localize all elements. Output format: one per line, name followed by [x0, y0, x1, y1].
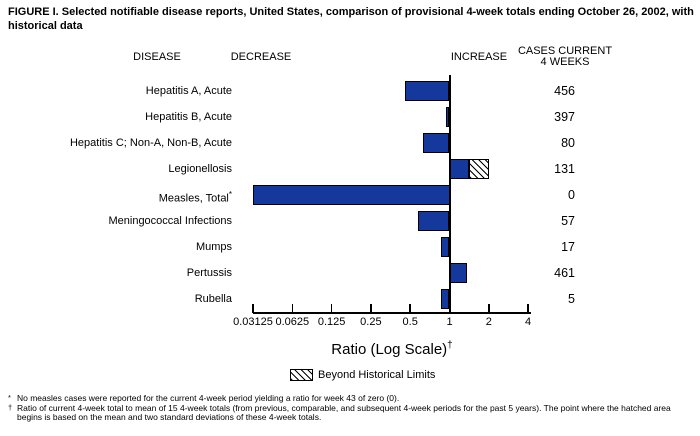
footnote-ratio-definition-text: Ratio of current 4-week total to mean of…: [17, 402, 671, 422]
column-header-decrease: DECREASE: [230, 51, 292, 63]
footnote-measles-text: No measles cases were reported for the c…: [17, 393, 400, 403]
x-axis-tick-mark: [370, 304, 372, 313]
disease-label: Meningococcal Infections: [108, 215, 232, 227]
ratio-bar: [449, 263, 467, 283]
disease-label: Pertussis: [186, 267, 232, 279]
x-axis-tick-mark: [291, 304, 294, 313]
x-axis-tick-label: 0.03125: [233, 316, 273, 328]
footnote-measles: * No measles cases were reported for the…: [8, 393, 698, 404]
beyond-limits-hatched-bar: [468, 159, 489, 179]
disease-label: Mumps: [195, 241, 232, 253]
footnote-asterisk-marker: *: [8, 393, 11, 402]
footnotes: * No measles cases were reported for the…: [8, 393, 698, 423]
x-axis-tick-label: 4: [525, 316, 532, 328]
cases-current-value: 131: [554, 162, 575, 176]
ratio-bar: [423, 133, 450, 153]
x-axis-tick-label: 1: [446, 316, 453, 328]
x-axis-tick-label: 2: [485, 316, 492, 328]
column-header-cases-current: CASES CURRENT 4 WEEKS: [500, 46, 630, 67]
x-axis-tick-mark: [252, 304, 254, 313]
disease-label: Hepatitis A, Acute: [145, 85, 232, 97]
column-header-cases-line2: 4 WEEKS: [540, 55, 590, 68]
ratio-bar: [253, 185, 450, 205]
x-axis-tick-mark: [330, 304, 333, 313]
x-axis-title-text: Ratio (Log Scale): [331, 341, 448, 358]
x-axis-tick-label: 0.5: [402, 316, 418, 328]
disease-label: Hepatitis C; Non-A, Non-B, Acute: [69, 137, 232, 149]
cases-current-value: 57: [561, 214, 575, 228]
cases-current-value: 5: [568, 292, 575, 306]
figure-title: FIGURE I. Selected notifiable disease re…: [8, 6, 694, 32]
disease-label: Hepatitis B, Acute: [145, 111, 232, 123]
ratio-bar: [449, 159, 469, 179]
x-axis-tick-label: 0.25: [360, 316, 382, 328]
column-header-cases-line1: CASES CURRENT: [517, 45, 613, 57]
legend-label: Beyond Historical Limits: [318, 369, 436, 381]
x-axis-title-dagger: †: [447, 340, 453, 351]
footnote-dagger-marker: †: [8, 402, 13, 412]
footnote-ratio-definition: † Ratio of current 4-week total to mean …: [8, 402, 698, 423]
x-axis-line: [253, 312, 531, 314]
ratio-bar: [417, 211, 450, 231]
hatched-swatch-icon: [290, 369, 313, 381]
cases-current-value: 456: [554, 84, 575, 98]
column-header-increase: INCREASE: [450, 51, 508, 63]
x-axis-tick-label: 0.0625: [275, 316, 310, 328]
x-axis-tick-mark: [527, 304, 529, 313]
x-axis-tick-label: 0.125: [317, 316, 346, 328]
disease-label: Legionellosis: [168, 163, 232, 175]
cases-current-value: 0: [568, 188, 575, 202]
x-axis-title: Ratio (Log Scale)†: [253, 337, 531, 359]
column-header-disease: DISEASE: [133, 51, 181, 63]
cases-current-value: 461: [554, 266, 575, 280]
disease-label: Measles, Total*: [158, 190, 232, 205]
cases-current-value: 397: [554, 110, 575, 124]
disease-label-sup: *: [228, 190, 232, 199]
baseline-ratio-1: [448, 75, 451, 314]
cases-current-value: 80: [561, 136, 575, 150]
ratio-bar: [405, 81, 450, 101]
cases-current-value: 17: [561, 240, 575, 254]
disease-label: Rubella: [194, 293, 232, 305]
x-axis-tick-mark: [409, 304, 411, 313]
x-axis-tick-mark: [488, 304, 490, 313]
